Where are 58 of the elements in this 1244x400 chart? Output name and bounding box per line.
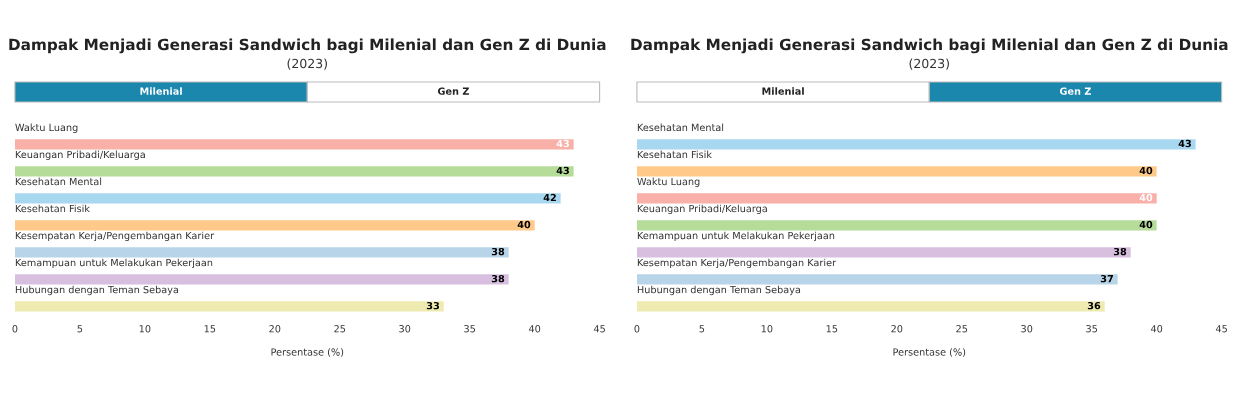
y-tick-label: Kesehatan Fisik xyxy=(637,150,712,159)
y-tick-label: Kesempatan Kerja/Pengembangan Karier xyxy=(15,231,215,242)
x-tick-label: 30 xyxy=(399,325,411,333)
x-tick-label: 5 xyxy=(77,325,83,333)
data-label: 40 xyxy=(1139,193,1153,202)
x-tick-label: 45 xyxy=(1215,325,1227,333)
data-label: 36 xyxy=(1087,301,1101,310)
x-tick-label: 15 xyxy=(826,325,838,333)
y-tick-label: Kesehatan Mental xyxy=(637,123,724,132)
text: Gen Z xyxy=(437,87,469,95)
x-tick-label: 45 xyxy=(593,325,605,333)
y-tick-label: Keuangan Pribadi/Keluarga xyxy=(637,204,767,215)
x-tick-label: 40 xyxy=(528,325,541,333)
y-tick-label: Kesempatan Kerja/Pengembangan Karier xyxy=(637,258,837,269)
chart-subtitle: (2023) xyxy=(287,58,327,70)
y-tick-label: Kemampuan untuk Melakukan Pekerjaan xyxy=(15,258,213,269)
x-tick-label: 0 xyxy=(12,325,18,333)
x-tick-label: 40 xyxy=(1150,325,1163,333)
x-tick-label: 5 xyxy=(699,325,705,333)
x-tick-label: 35 xyxy=(464,325,476,333)
chart-title: Dampak Menjadi Generasi Sandwich bagi Milenial dan Gen Z di Dunia xyxy=(631,38,1228,54)
y-tick-label: Waktu Luang xyxy=(637,177,700,188)
x-tick-label: 0 xyxy=(634,325,640,333)
x-tick-label: 15 xyxy=(204,325,216,333)
y-tick-label: Hubungan dengan Teman Sebaya xyxy=(637,285,801,296)
text: Milenial xyxy=(762,87,804,95)
y-tick-label: Kesehatan Mental xyxy=(15,177,102,186)
y-tick-label: Kesehatan Fisik xyxy=(15,204,90,213)
x-tick-label: 25 xyxy=(334,325,346,333)
chart-title: Dampak Menjadi Generasi Sandwich bagi Milenial dan Gen Z di Dunia xyxy=(9,38,606,54)
data-label: 40 xyxy=(517,220,531,229)
text: Gen Z xyxy=(1059,87,1091,95)
x-tick-label: 20 xyxy=(269,325,281,333)
text: Milenial xyxy=(140,87,182,95)
x-axis-title: Persentase (%) xyxy=(271,348,344,357)
chart-subtitle: (2023) xyxy=(909,58,949,70)
x-axis-title: Persentase (%) xyxy=(893,348,966,357)
data-label: 40 xyxy=(1139,166,1153,175)
x-tick-label: 35 xyxy=(1086,325,1098,333)
data-label: 43 xyxy=(556,166,569,175)
y-tick-label: Waktu Luang xyxy=(15,123,78,133)
data-label: 33 xyxy=(426,301,440,310)
y-tick-label: Hubungan dengan Teman Sebaya xyxy=(15,285,179,296)
data-label: 43 xyxy=(1178,139,1191,148)
data-label: 40 xyxy=(1139,220,1153,229)
x-tick-label: 30 xyxy=(1021,325,1033,333)
data-label: 38 xyxy=(491,274,505,283)
y-tick-label: Kemampuan untuk Melakukan Pekerjaan xyxy=(637,231,835,242)
x-tick-label: 10 xyxy=(139,325,151,333)
data-label: 43 xyxy=(556,139,569,148)
x-tick-label: 25 xyxy=(956,325,968,333)
data-label: 38 xyxy=(1113,247,1127,256)
y-tick-label: Keuangan Pribadi/Keluarga xyxy=(15,150,145,160)
data-label: 42 xyxy=(543,193,556,202)
data-label: 38 xyxy=(491,247,505,256)
data-label: 37 xyxy=(1100,274,1113,283)
x-tick-label: 10 xyxy=(761,325,773,333)
x-tick-label: 20 xyxy=(891,325,903,333)
